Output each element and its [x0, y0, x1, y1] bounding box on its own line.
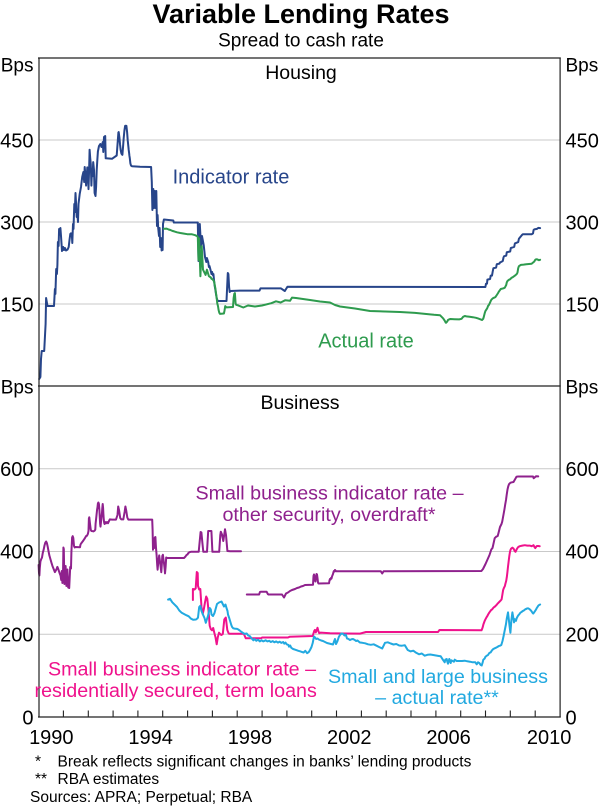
svg-text:0: 0 — [566, 707, 577, 729]
svg-text:Bps: Bps — [566, 56, 599, 77]
svg-text:*: * — [35, 754, 41, 771]
svg-text:Variable Lending Rates: Variable Lending Rates — [152, 0, 449, 29]
svg-text:400: 400 — [566, 542, 599, 564]
svg-text:Small business indicator rate: Small business indicator rate – — [195, 483, 463, 505]
svg-text:400: 400 — [0, 542, 33, 564]
svg-text:Sources: APRA; Perpetual; RBA: Sources: APRA; Perpetual; RBA — [30, 789, 253, 806]
svg-text:**: ** — [35, 771, 47, 788]
svg-text:Bps: Bps — [1, 378, 34, 399]
svg-text:Bps: Bps — [1, 56, 34, 77]
svg-text:450: 450 — [0, 131, 33, 153]
svg-text:– actual rate**: – actual rate** — [375, 687, 499, 709]
svg-text:Housing: Housing — [265, 62, 337, 84]
svg-text:1998: 1998 — [228, 727, 273, 749]
svg-text:Small and large business: Small and large business — [328, 666, 548, 688]
svg-text:2002: 2002 — [327, 727, 372, 749]
svg-text:150: 150 — [0, 295, 33, 317]
svg-text:Spread to cash rate: Spread to cash rate — [218, 31, 384, 52]
svg-text:residentially secured, term lo: residentially secured, term loans — [35, 680, 317, 702]
svg-text:other security, overdraft*: other security, overdraft* — [222, 504, 435, 526]
svg-text:1994: 1994 — [128, 727, 173, 749]
svg-text:600: 600 — [0, 459, 33, 481]
svg-text:Break reflects significant cha: Break reflects significant changes in ba… — [58, 754, 472, 771]
svg-text:Small business indicator rate: Small business indicator rate – — [48, 659, 316, 681]
svg-text:2006: 2006 — [426, 727, 471, 749]
svg-text:300: 300 — [0, 213, 33, 235]
svg-text:RBA estimates: RBA estimates — [58, 771, 160, 788]
svg-text:Indicator rate: Indicator rate — [173, 167, 290, 189]
svg-text:450: 450 — [566, 131, 599, 153]
svg-text:Actual rate: Actual rate — [318, 331, 414, 353]
svg-text:0: 0 — [22, 707, 33, 729]
svg-text:200: 200 — [0, 625, 33, 647]
svg-text:300: 300 — [566, 213, 599, 235]
svg-text:1990: 1990 — [29, 727, 74, 749]
svg-text:2010: 2010 — [527, 727, 572, 749]
svg-text:600: 600 — [566, 459, 599, 481]
svg-text:200: 200 — [566, 625, 599, 647]
svg-text:Bps: Bps — [566, 378, 599, 399]
svg-text:Business: Business — [260, 392, 339, 414]
svg-text:150: 150 — [566, 295, 599, 317]
